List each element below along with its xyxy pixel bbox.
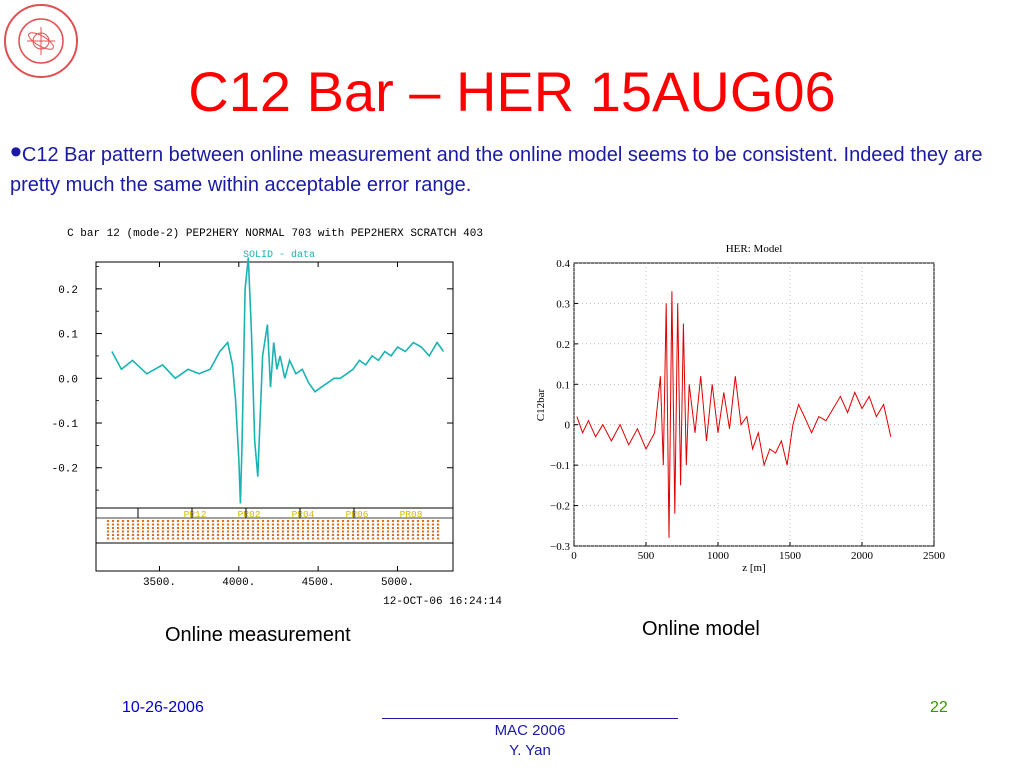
- y-tick-label: 0.2: [556, 339, 570, 351]
- page-number: 22: [930, 699, 948, 716]
- bullet-text: C12 Bar pattern between online measureme…: [10, 144, 983, 196]
- y-tick-label: 0.1: [556, 379, 570, 391]
- caption-measurement: Online measurement: [165, 624, 351, 646]
- plot-frame: [573, 262, 935, 547]
- x-tick-label: 4000.: [222, 577, 255, 589]
- slac-seal-logo: [4, 4, 78, 78]
- footer-author: Y. Yan: [509, 742, 551, 759]
- y-tick-label: 0.4: [556, 258, 570, 270]
- y-tick-label: 0.0: [58, 374, 78, 386]
- footer-credit: MAC 2006 Y. Yan: [380, 700, 680, 761]
- series-line-model: [576, 291, 892, 538]
- x-tick-label: 1500: [779, 550, 802, 562]
- y-tick-label: 0.3: [556, 298, 570, 310]
- x-tick-label: 500: [638, 550, 655, 562]
- y-tick-label: 0: [565, 420, 571, 432]
- pr-label: PR02: [238, 509, 261, 520]
- bullet-point: •C12 Bar pattern between online measurem…: [10, 135, 1000, 200]
- y-tick-label: 0.2: [58, 285, 78, 297]
- y-tick-label: -0.1: [52, 419, 79, 431]
- plot-frame: [95, 261, 454, 509]
- y-tick-label: 0.1: [58, 330, 78, 342]
- model-chart: HER: Model 0.4 0.3 0.2 0.1 0 −0.1 −0.2 −0.3 0 50…: [535, 243, 946, 574]
- series-line-data: [111, 257, 445, 504]
- pr-label: PR04: [292, 509, 315, 520]
- y-tick-label: -0.2: [52, 464, 78, 476]
- y-tick-label: −0.3: [550, 541, 570, 553]
- x-tick-label: 1000: [707, 550, 730, 562]
- x-axis-label: z [m]: [742, 562, 766, 574]
- slide-title: C12 Bar – HER 15AUG06: [188, 60, 836, 123]
- chart-title: HER: Model: [726, 243, 783, 255]
- y-tick-label: −0.1: [550, 460, 570, 472]
- xaxis-strip: [95, 542, 454, 572]
- x-tick-label: 3500.: [143, 577, 176, 589]
- x-tick-label: 2000: [851, 550, 874, 562]
- x-tick-label: 4500.: [302, 577, 335, 589]
- footer-conference: MAC 2006: [494, 722, 566, 739]
- x-tick-label: 5000.: [381, 577, 414, 589]
- bullet-dot-icon: •: [10, 133, 22, 171]
- x-tick-label: 0: [571, 550, 577, 562]
- y-tick-label: −0.2: [550, 501, 570, 513]
- y-axis-label: C12bar: [535, 388, 547, 421]
- footer-date: 10-26-2006: [122, 699, 204, 716]
- chart-title: C bar 12 (mode-2) PEP2HERY NORMAL 703 wi…: [67, 228, 483, 240]
- timestamp: 12-OCT-06 16:24:14: [383, 596, 502, 608]
- legend-entry: SOLID - data: [243, 249, 315, 261]
- pr-label: PR06: [346, 509, 369, 520]
- pr-label: PR08: [400, 509, 423, 520]
- footer-divider: [382, 718, 678, 719]
- caption-model: Online model: [642, 618, 760, 640]
- x-tick-label: 2500: [923, 550, 946, 562]
- measurement-chart: C bar 12 (mode-2) PEP2HERY NORMAL 703 wi…: [52, 228, 503, 608]
- pr-label: PR12: [184, 509, 207, 520]
